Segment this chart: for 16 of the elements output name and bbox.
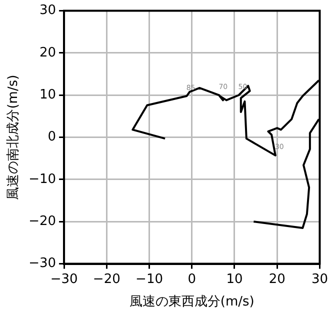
y-tick-label: 10 — [39, 88, 56, 103]
x-tick-label: 0 — [188, 272, 196, 287]
y-axis-title: 風速の南北成分(m/s) — [6, 74, 22, 200]
x-tick-label: −10 — [136, 272, 163, 287]
x-tick-label: −30 — [50, 272, 78, 287]
x-tick-label: 20 — [268, 272, 286, 287]
y-tick-label: −30 — [28, 256, 56, 272]
y-tick-label: 0 — [48, 130, 56, 145]
x-tick-label: 30 — [311, 272, 328, 287]
x-tick-label: −20 — [92, 272, 120, 287]
x-tick-label: 10 — [226, 272, 243, 287]
y-tick-label: 30 — [39, 3, 56, 18]
x-axis-title: 風速の東西成分(m/s) — [129, 294, 254, 310]
y-tick-label: 20 — [39, 45, 56, 60]
y-tick-label: −10 — [28, 172, 56, 187]
y-tick-label: −20 — [28, 214, 56, 230]
